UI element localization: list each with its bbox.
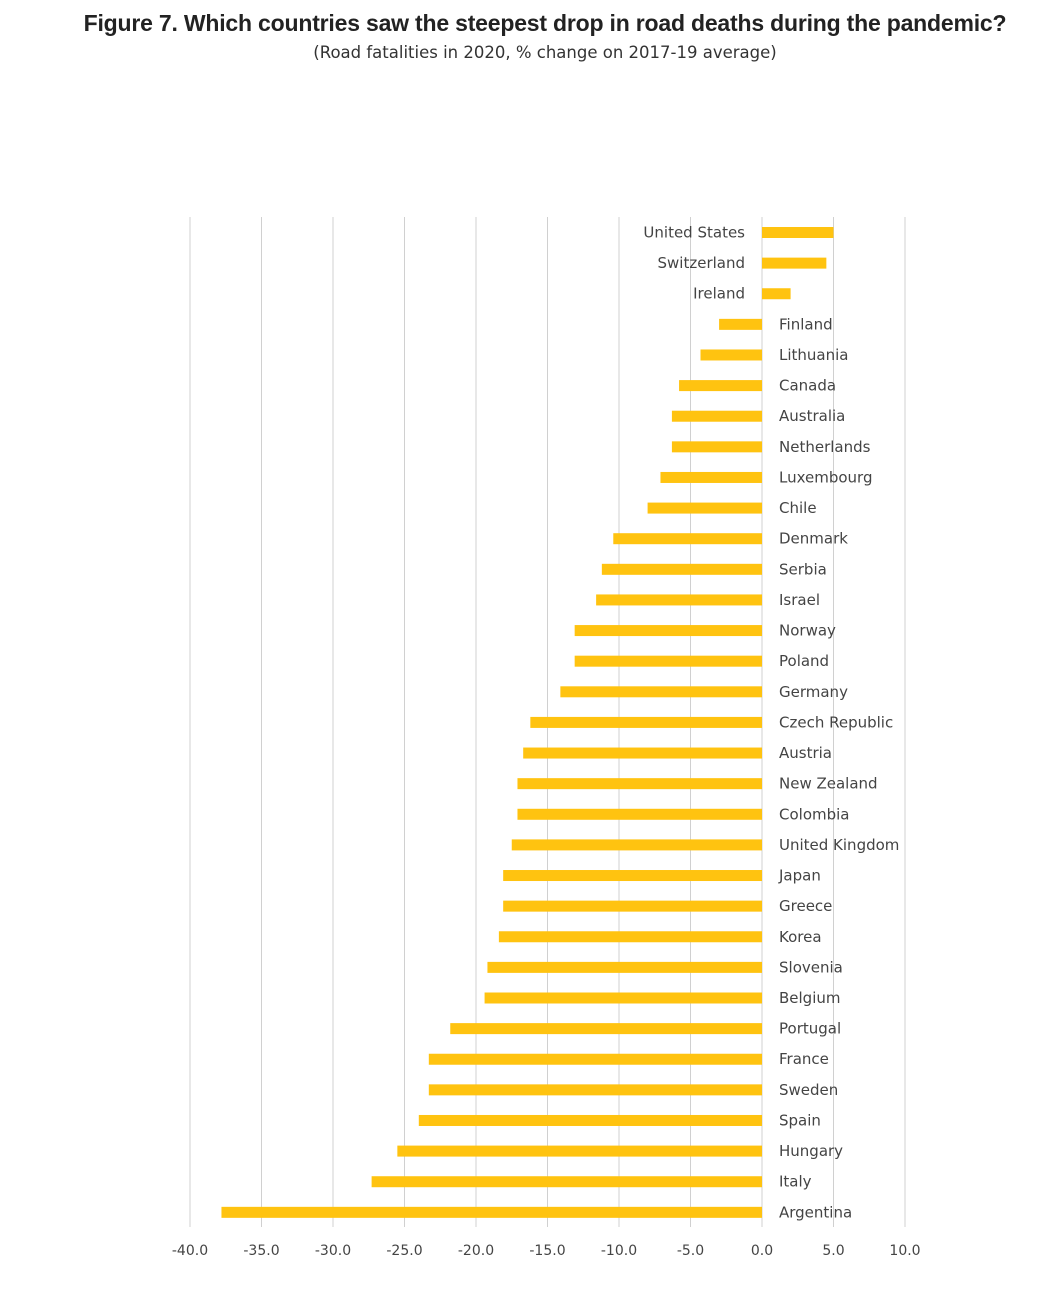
x-tick-label: -5.0 — [677, 1243, 704, 1259]
category-label: Serbia — [779, 560, 827, 578]
bar — [450, 1023, 762, 1035]
x-tick-label: 10.0 — [889, 1243, 920, 1259]
bar — [671, 441, 762, 453]
bar — [511, 839, 762, 851]
bar — [762, 257, 827, 269]
bar — [762, 227, 834, 238]
bar — [560, 686, 762, 698]
category-label: France — [779, 1050, 829, 1068]
category-label: Italy — [779, 1173, 812, 1191]
bars — [221, 227, 834, 1218]
category-label: Hungary — [779, 1142, 843, 1160]
bar — [762, 288, 791, 300]
category-label: Greece — [779, 897, 832, 915]
category-label: Austria — [779, 744, 832, 762]
x-tick-label: -20.0 — [458, 1243, 494, 1259]
bar — [574, 655, 762, 667]
x-axis-tick-labels: -40.0 -35.0 -30.0 -25.0 -20.0 -15.0 -10.0 -5.0 0… — [172, 1243, 921, 1259]
category-label: Netherlands — [779, 438, 871, 456]
bar — [397, 1145, 762, 1157]
x-tick-label: 5.0 — [822, 1243, 844, 1259]
bar — [574, 625, 762, 637]
bar — [530, 716, 762, 728]
bar — [517, 808, 762, 820]
category-label: United States — [643, 224, 745, 242]
category-label: Ireland — [693, 285, 745, 303]
category-label: Spain — [779, 1111, 821, 1129]
category-label: Korea — [779, 928, 822, 946]
category-label: New Zealand — [779, 775, 878, 793]
category-label: Portugal — [779, 1020, 841, 1038]
bar — [428, 1053, 762, 1065]
bar — [503, 870, 762, 882]
bar — [517, 778, 762, 790]
x-tick-label: -25.0 — [386, 1243, 422, 1259]
chart-title: Figure 7. Which countries saw the steepe… — [83, 10, 1007, 36]
bar — [484, 992, 762, 1004]
category-label: Lithuania — [779, 346, 848, 364]
category-label: Finland — [779, 315, 833, 333]
bar — [660, 471, 762, 483]
bar — [418, 1114, 762, 1126]
category-label: Colombia — [779, 805, 850, 823]
bar — [671, 410, 762, 422]
category-label: Czech Republic — [779, 713, 893, 731]
x-tick-label: -15.0 — [529, 1243, 565, 1259]
bar — [679, 380, 762, 392]
category-label: Argentina — [779, 1203, 852, 1221]
category-label: Poland — [779, 652, 829, 670]
category-label: Norway — [779, 622, 836, 640]
category-label: Germany — [779, 683, 848, 701]
category-label: Belgium — [779, 989, 841, 1007]
x-tick-label: -10.0 — [601, 1243, 637, 1259]
bar — [487, 961, 762, 973]
bar — [428, 1084, 762, 1096]
category-label: Chile — [779, 499, 817, 517]
category-label: Canada — [779, 377, 836, 395]
bar — [719, 318, 762, 330]
category-label: United Kingdom — [779, 836, 899, 854]
category-label: Denmark — [779, 530, 848, 548]
x-tick-label: -40.0 — [172, 1243, 208, 1259]
category-label: Israel — [779, 591, 820, 609]
x-tick-label: -30.0 — [315, 1243, 351, 1259]
category-label: Australia — [779, 407, 845, 425]
bar — [221, 1206, 762, 1218]
category-label: Switzerland — [658, 254, 746, 272]
x-tick-label: 0.0 — [751, 1243, 773, 1259]
bar — [647, 502, 762, 514]
bar — [613, 533, 762, 545]
bar — [523, 747, 762, 759]
category-label: Luxembourg — [779, 468, 873, 486]
chart-subtitle: (Road fatalities in 2020, % change on 20… — [313, 43, 777, 62]
bar — [601, 563, 762, 575]
category-label: Japan — [778, 867, 821, 885]
x-tick-label: -35.0 — [243, 1243, 279, 1259]
bar — [503, 900, 762, 912]
bar — [498, 931, 762, 943]
bar — [700, 349, 762, 361]
bar — [371, 1176, 762, 1188]
bar — [596, 594, 762, 606]
category-labels: United States Switzerland Ireland Finland Li… — [643, 224, 899, 1222]
category-label: Sweden — [779, 1081, 838, 1099]
category-label: Slovenia — [779, 958, 843, 976]
